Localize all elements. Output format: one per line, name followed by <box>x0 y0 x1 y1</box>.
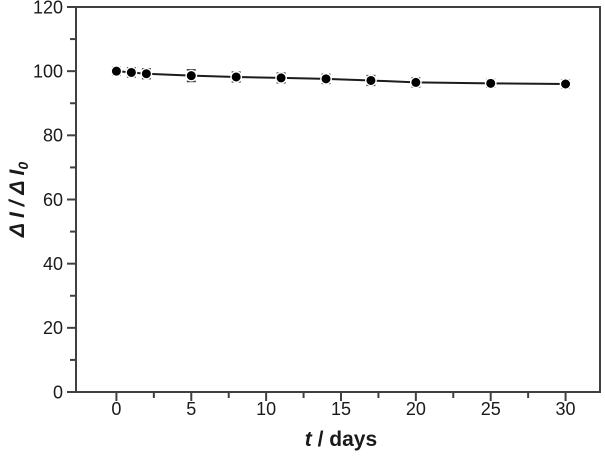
series-line <box>116 70 566 85</box>
y-tick-label: 100 <box>33 61 63 81</box>
data-point <box>140 67 153 80</box>
x-axis: 0 5 10 15 20 25 30 <box>111 393 576 419</box>
data-point <box>230 71 243 83</box>
x-tick-label: 25 <box>481 399 501 419</box>
plot-box <box>75 6 601 393</box>
y-tick-label: 20 <box>43 318 63 338</box>
y-tick-label: 120 <box>33 0 63 17</box>
y-axis: 0 20 40 60 80 100 120 <box>33 0 75 402</box>
data-point <box>409 76 422 89</box>
x-tick-label: 10 <box>256 399 276 419</box>
y-axis-title: Δ I / Δ I0 <box>6 162 31 238</box>
data-point <box>125 66 138 79</box>
x-tick-label: 15 <box>331 399 351 419</box>
error-bars <box>111 66 571 89</box>
data-point <box>559 78 572 90</box>
y-tick-label: 0 <box>53 382 63 402</box>
data-series <box>110 65 572 90</box>
data-point <box>275 72 288 84</box>
data-point <box>484 77 497 90</box>
data-point <box>320 72 332 85</box>
data-point <box>185 69 198 82</box>
y-tick-label: 80 <box>43 126 63 146</box>
x-tick-label: 0 <box>111 399 121 419</box>
x-axis-title: t / days <box>305 428 377 451</box>
data-point <box>110 65 123 78</box>
y-tick-label: 60 <box>43 190 63 210</box>
data-point <box>365 74 377 87</box>
x-tick-label: 30 <box>556 399 576 419</box>
y-tick-label: 40 <box>43 254 63 274</box>
x-tick-label: 5 <box>186 399 196 419</box>
x-tick-label: 20 <box>406 399 426 419</box>
